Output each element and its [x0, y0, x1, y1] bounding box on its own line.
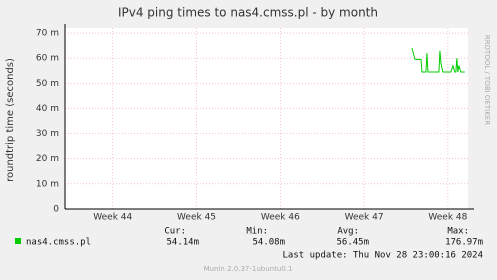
x-tick-label: Week 46 [261, 213, 300, 223]
y-tick-label: 50 m [36, 79, 59, 89]
x-tick-label: Week 44 [93, 213, 132, 223]
chart-title: IPv4 ping times to nas4.cmss.pl - by mon… [118, 6, 378, 20]
y-tick-label: 10 m [36, 179, 59, 189]
plot-area [65, 28, 468, 209]
stat-value: 176.97m [445, 238, 483, 248]
stat-label: Cur: [164, 227, 186, 237]
last-update: Last update: Thu Nov 28 23:00:16 2024 [283, 251, 483, 261]
x-tick-label: Week 48 [428, 213, 467, 223]
y-axis-label: roundtrip time (seconds) [5, 58, 16, 182]
stat-label: Min: [246, 227, 268, 237]
y-tick-label: 0 [53, 205, 59, 215]
watermark: RRDTOOL / TOBI OETIKER [483, 35, 491, 125]
x-tick-label: Week 45 [177, 213, 216, 223]
stat-value: 54.08m [252, 238, 285, 248]
stat-label: Max: [447, 227, 469, 237]
y-tick-label: 70 m [36, 29, 59, 39]
footer: Munin 2.0.37-1ubuntu0.1 [204, 265, 293, 273]
legend-label: nas4.cmss.pl [26, 238, 91, 248]
y-tick-label: 20 m [36, 154, 59, 164]
line-series [411, 47, 465, 73]
x-tick-label: Week 47 [345, 213, 384, 223]
stat-value: 56.45m [336, 238, 369, 248]
y-tick-label: 30 m [36, 129, 59, 139]
legend-swatch [15, 238, 21, 244]
stat-label: Avg: [337, 227, 359, 237]
y-tick-label: 60 m [36, 54, 59, 64]
y-tick-label: 40 m [36, 104, 59, 114]
stat-value: 54.14m [166, 238, 199, 248]
